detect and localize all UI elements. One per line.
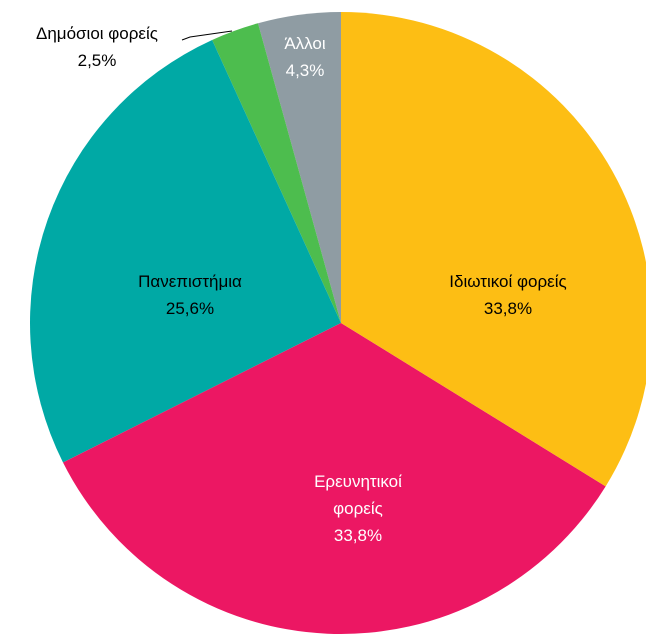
slice-label: Δημόσιοι φορείς 2,5% (0, 20, 197, 74)
pie-slice (341, 12, 646, 487)
category-label: Ερευνητικοί φορείς (314, 472, 402, 518)
pie-slice (257, 12, 341, 323)
value-label: 33,8% (333, 526, 383, 545)
category-label: Άλλοι (284, 34, 326, 53)
value-label: 25,6% (165, 299, 215, 318)
value-label: 4,3% (285, 61, 325, 80)
value-label: 2,5% (77, 51, 117, 70)
category-label: Ιδιωτικοί φορείς (449, 272, 567, 291)
pie-slice (212, 23, 341, 324)
pie-slice (63, 323, 606, 634)
category-label: Δημόσιοι φορείς (36, 24, 158, 43)
pie-slice (29, 39, 342, 463)
value-label: 33,8% (483, 299, 533, 318)
slice-label: Άλλοι 4,3% (265, 30, 345, 84)
slice-label: Ερευνητικοί φορείς 33,8% (298, 468, 418, 549)
category-label: Πανεπιστήμια (138, 272, 242, 291)
leader-line (181, 30, 233, 41)
slice-label: Ιδιωτικοί φορείς 33,8% (408, 268, 608, 322)
slice-label: Πανεπιστήμια 25,6% (90, 268, 290, 322)
